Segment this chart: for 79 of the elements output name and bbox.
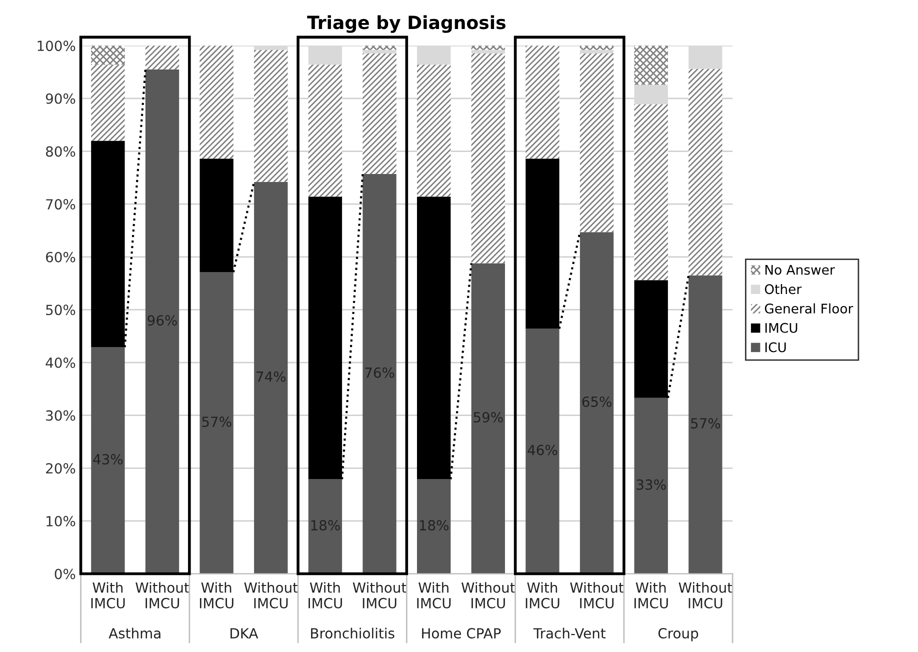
data-label: 57% — [691, 418, 720, 429]
x-tick-label: With IMCU — [526, 582, 560, 608]
y-tick-label: 60% — [46, 252, 76, 262]
bar — [362, 174, 396, 574]
x-tick-label: Without IMCU — [678, 582, 732, 608]
y-tick-label: 70% — [46, 199, 76, 210]
bar — [526, 328, 560, 574]
text: Home CPAP — [422, 628, 501, 639]
y-tick-label: 20% — [46, 463, 76, 474]
bar — [362, 50, 396, 54]
bar — [688, 68, 722, 276]
bar — [471, 50, 505, 54]
legend-label: No Answer — [765, 264, 835, 275]
y-tick-label: 50% — [46, 304, 76, 316]
x-tick-label: Without IMCU — [244, 582, 298, 608]
bar — [145, 46, 180, 70]
y-tick-label: 10% — [46, 516, 76, 526]
bar — [254, 182, 288, 574]
bar — [634, 104, 668, 280]
x-tick-label: With IMCU — [91, 582, 125, 608]
x-tick-label: Without IMCU — [136, 582, 190, 608]
data-label: 46% — [528, 444, 558, 456]
bar — [91, 64, 125, 141]
bar — [580, 50, 614, 54]
bar — [308, 64, 342, 197]
bar — [91, 46, 125, 65]
bar — [200, 46, 234, 159]
data-label: 57% — [202, 416, 232, 428]
y-tick-label: 40% — [46, 357, 76, 368]
bar — [471, 54, 505, 264]
x-tick-label: Without IMCU — [352, 582, 406, 608]
y-tick-label: 30% — [46, 410, 76, 421]
y-tick-label: 90% — [46, 93, 76, 104]
x-tick-label: With IMCU — [417, 582, 451, 608]
bar — [634, 398, 668, 574]
legend-label: ICU — [765, 342, 786, 352]
legend-label: Other — [764, 284, 802, 294]
text: Bronchiolitis — [311, 628, 394, 639]
bar — [145, 69, 180, 574]
data-label: 76% — [365, 367, 394, 378]
bar — [688, 275, 722, 574]
text: DKA — [230, 628, 258, 638]
data-label: 74% — [256, 371, 286, 382]
bar — [308, 479, 342, 574]
text: Croup — [658, 628, 698, 642]
y-tick-label: 100% — [38, 40, 76, 52]
data-label: 33% — [636, 479, 666, 490]
data-label: 59% — [474, 412, 503, 423]
bar — [362, 54, 396, 174]
bar — [416, 64, 451, 197]
x-tick-label: With IMCU — [200, 582, 234, 608]
text: Trach-Vent — [533, 628, 606, 639]
bar — [471, 46, 505, 50]
text: Asthma — [108, 628, 160, 639]
bar — [200, 272, 234, 574]
y-tick-label: 80% — [46, 146, 76, 157]
data-label: 96% — [148, 315, 177, 326]
data-label: 18% — [420, 520, 448, 531]
bar — [580, 46, 614, 50]
x-tick-label: With IMCU — [634, 582, 668, 608]
x-tick-label: Without IMCU — [461, 582, 515, 608]
legend-label: IMCU — [765, 322, 798, 333]
chart-title: Triage by Diagnosis — [307, 15, 506, 33]
data-label: 65% — [582, 396, 612, 407]
data-label: 43% — [93, 454, 123, 465]
x-tick-label: Without IMCU — [570, 582, 624, 608]
bar — [580, 232, 614, 574]
bar — [580, 54, 614, 232]
legend-label: General Floor — [764, 303, 854, 314]
y-tick-label: 0% — [54, 568, 76, 580]
bar — [526, 46, 560, 159]
bar — [362, 46, 396, 50]
data-label: 18% — [311, 520, 340, 531]
bar — [634, 46, 668, 85]
bar — [471, 263, 505, 574]
bar — [416, 479, 451, 574]
bar — [254, 50, 288, 182]
bar — [91, 347, 125, 574]
x-tick-label: With IMCU — [308, 582, 342, 608]
